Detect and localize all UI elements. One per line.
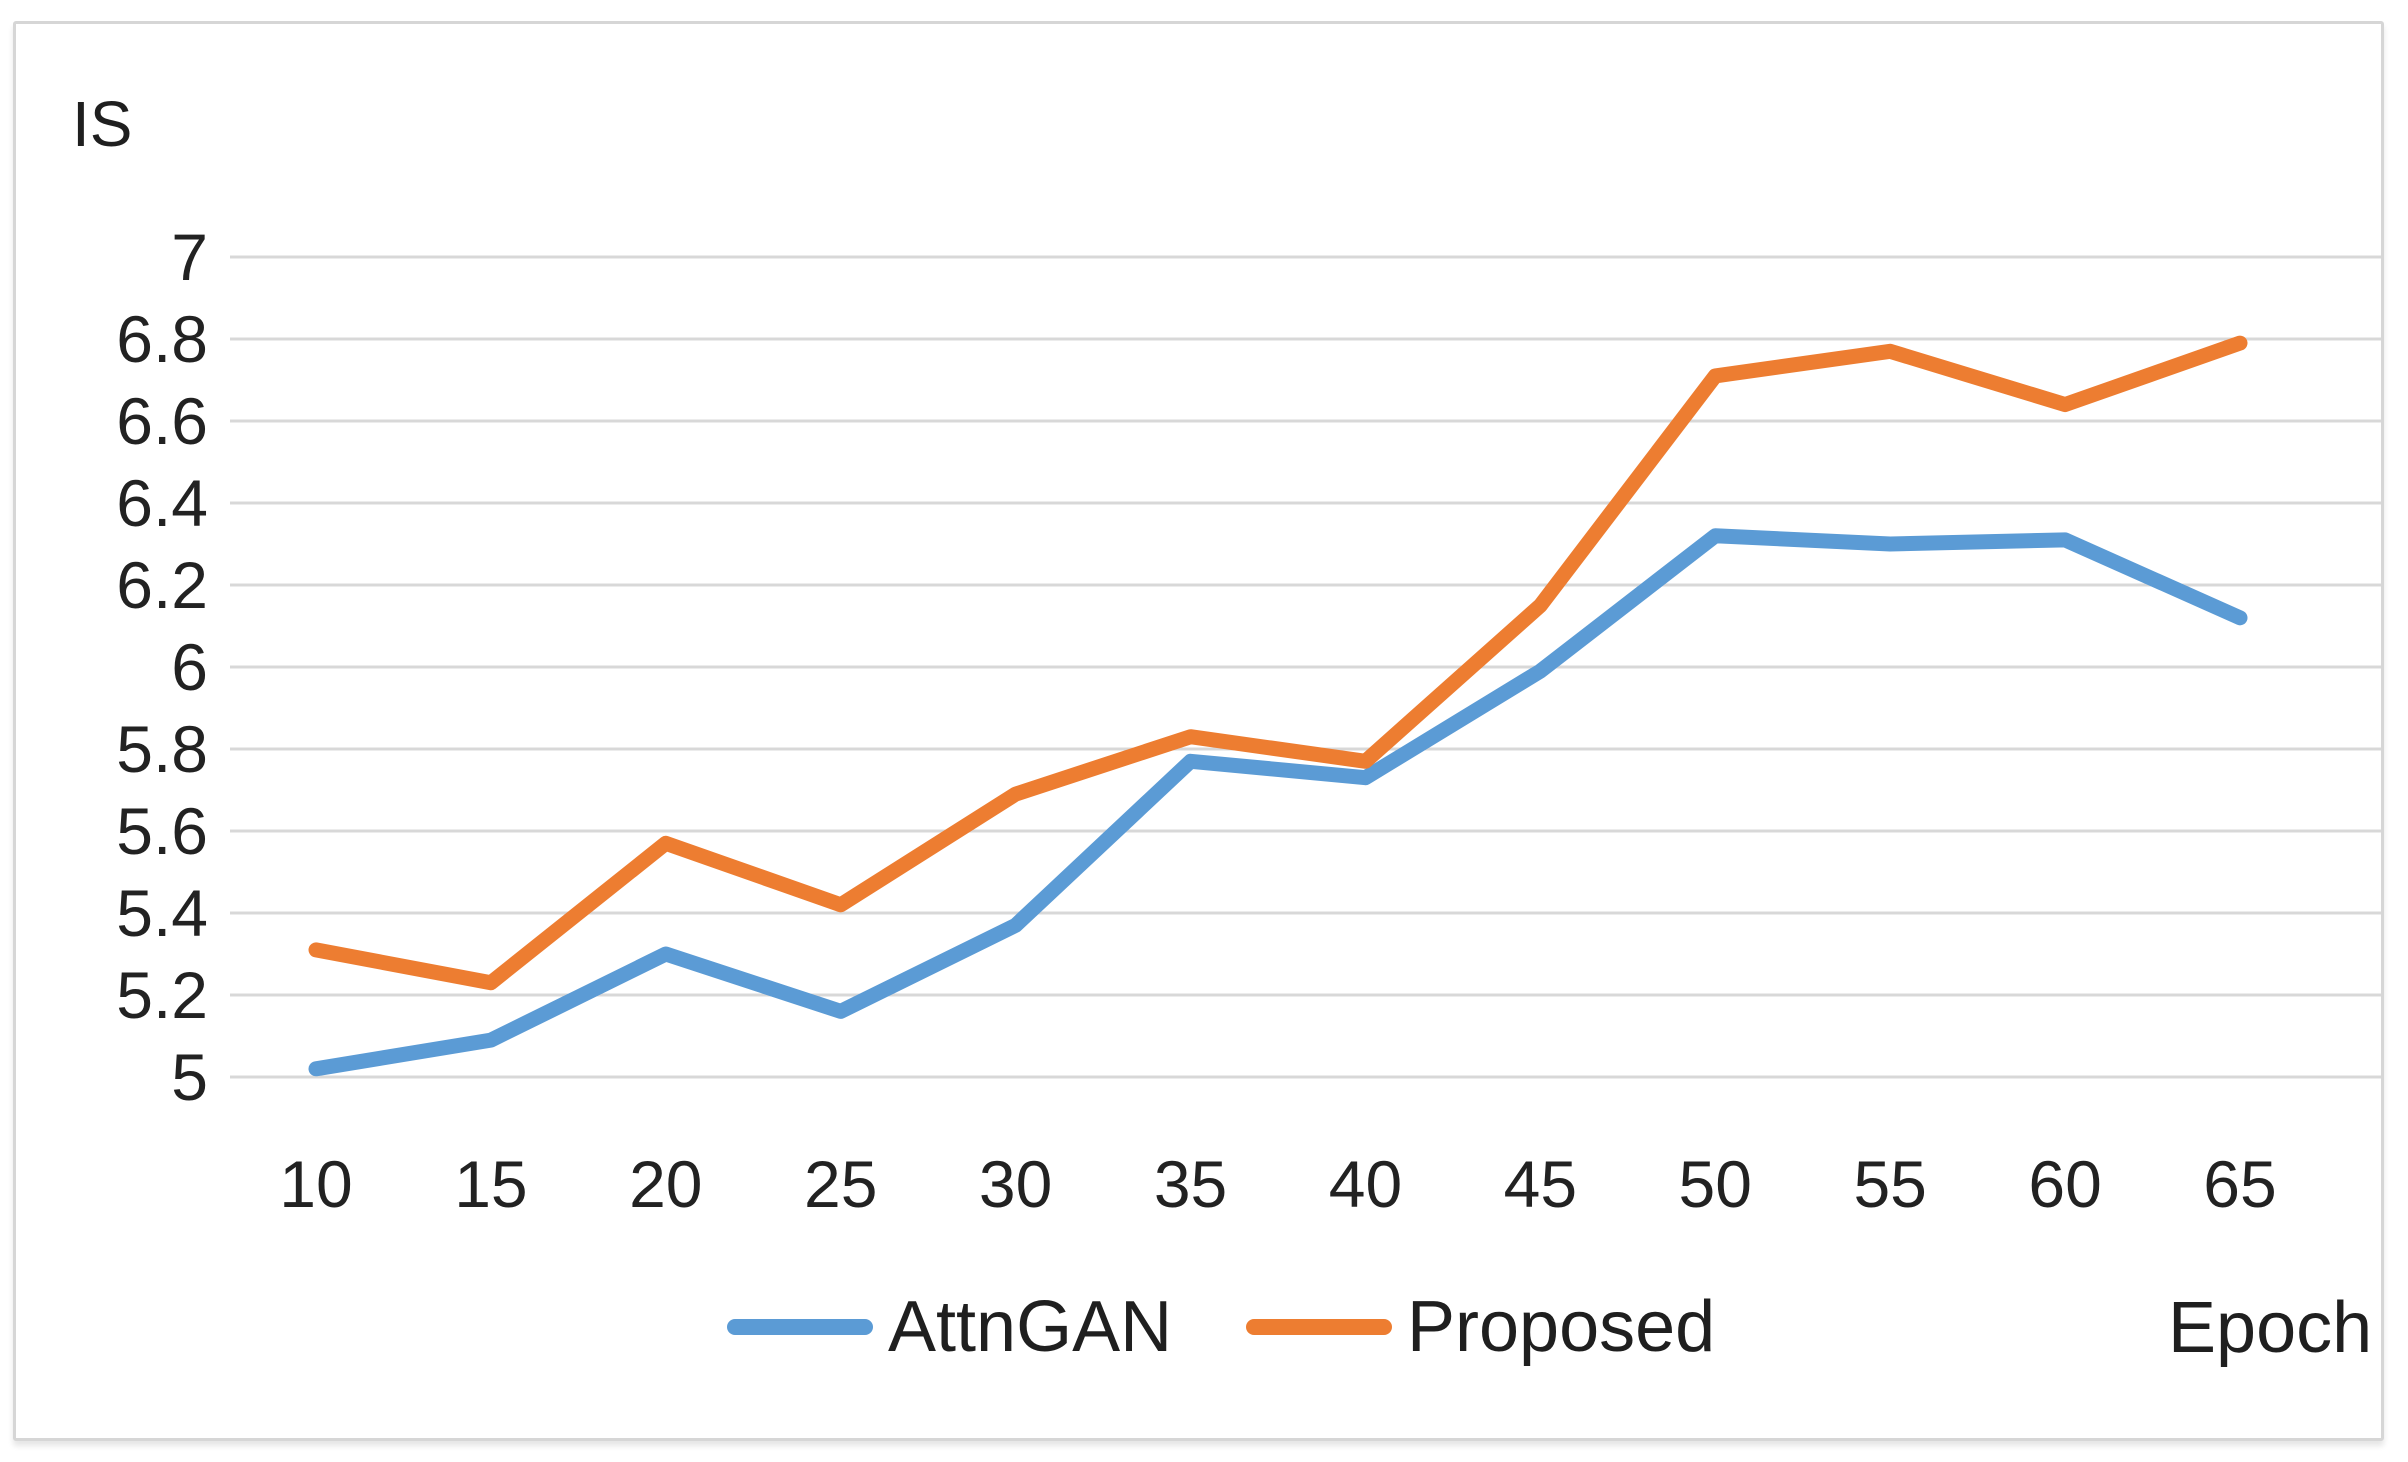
legend-label-proposed: Proposed [1407,1287,1716,1367]
y-tick-label: 5.8 [116,712,208,786]
x-tick-label: 30 [979,1147,1052,1221]
x-axis-labels: 10 15 20 25 30 35 40 45 50 55 60 65 [279,1147,2276,1221]
y-tick-label: 5.2 [116,958,208,1032]
x-tick-label: 55 [1853,1147,1926,1221]
gridlines [230,255,2381,1079]
x-tick-label: 10 [279,1147,352,1221]
x-axis-title: Epoch [2168,1288,2373,1368]
y-tick-label: 6.2 [116,548,208,622]
proposed-line-swatch-icon [1246,1319,1392,1335]
legend-item-proposed: Proposed [1246,1290,1715,1364]
x-tick-label: 45 [1504,1147,1577,1221]
y-axis-labels: 7 6.8 6.6 6.4 6.2 6 5.8 5.6 5.4 5.2 5 [116,220,208,1114]
legend-item-attngan: AttnGAN [727,1290,1172,1364]
y-tick-label: 5.4 [116,876,208,950]
series-line-proposed [308,335,2248,991]
y-tick-label: 5.6 [116,794,208,868]
x-tick-label: 15 [454,1147,527,1221]
attngan-line-swatch-icon [727,1319,873,1335]
series-lines [308,335,2248,1077]
y-tick-label: 6.8 [116,302,208,376]
x-tick-label: 50 [1679,1147,1752,1221]
y-tick-label: 6.6 [116,384,208,458]
x-tick-label: 20 [629,1147,702,1221]
x-tick-label: 35 [1154,1147,1227,1221]
x-tick-label: 60 [2028,1147,2101,1221]
y-tick-label: 5 [171,1040,208,1114]
y-tick-label: 6 [171,630,208,704]
y-axis-title: IS [72,88,133,160]
y-tick-label: 6.4 [116,466,208,540]
series-line-attngan [308,528,2248,1077]
x-tick-label: 65 [2203,1147,2276,1221]
legend-label-attngan: AttnGAN [888,1287,1173,1367]
x-tick-label: 25 [804,1147,877,1221]
x-tick-label: 40 [1329,1147,1402,1221]
y-tick-label: 7 [171,220,208,294]
